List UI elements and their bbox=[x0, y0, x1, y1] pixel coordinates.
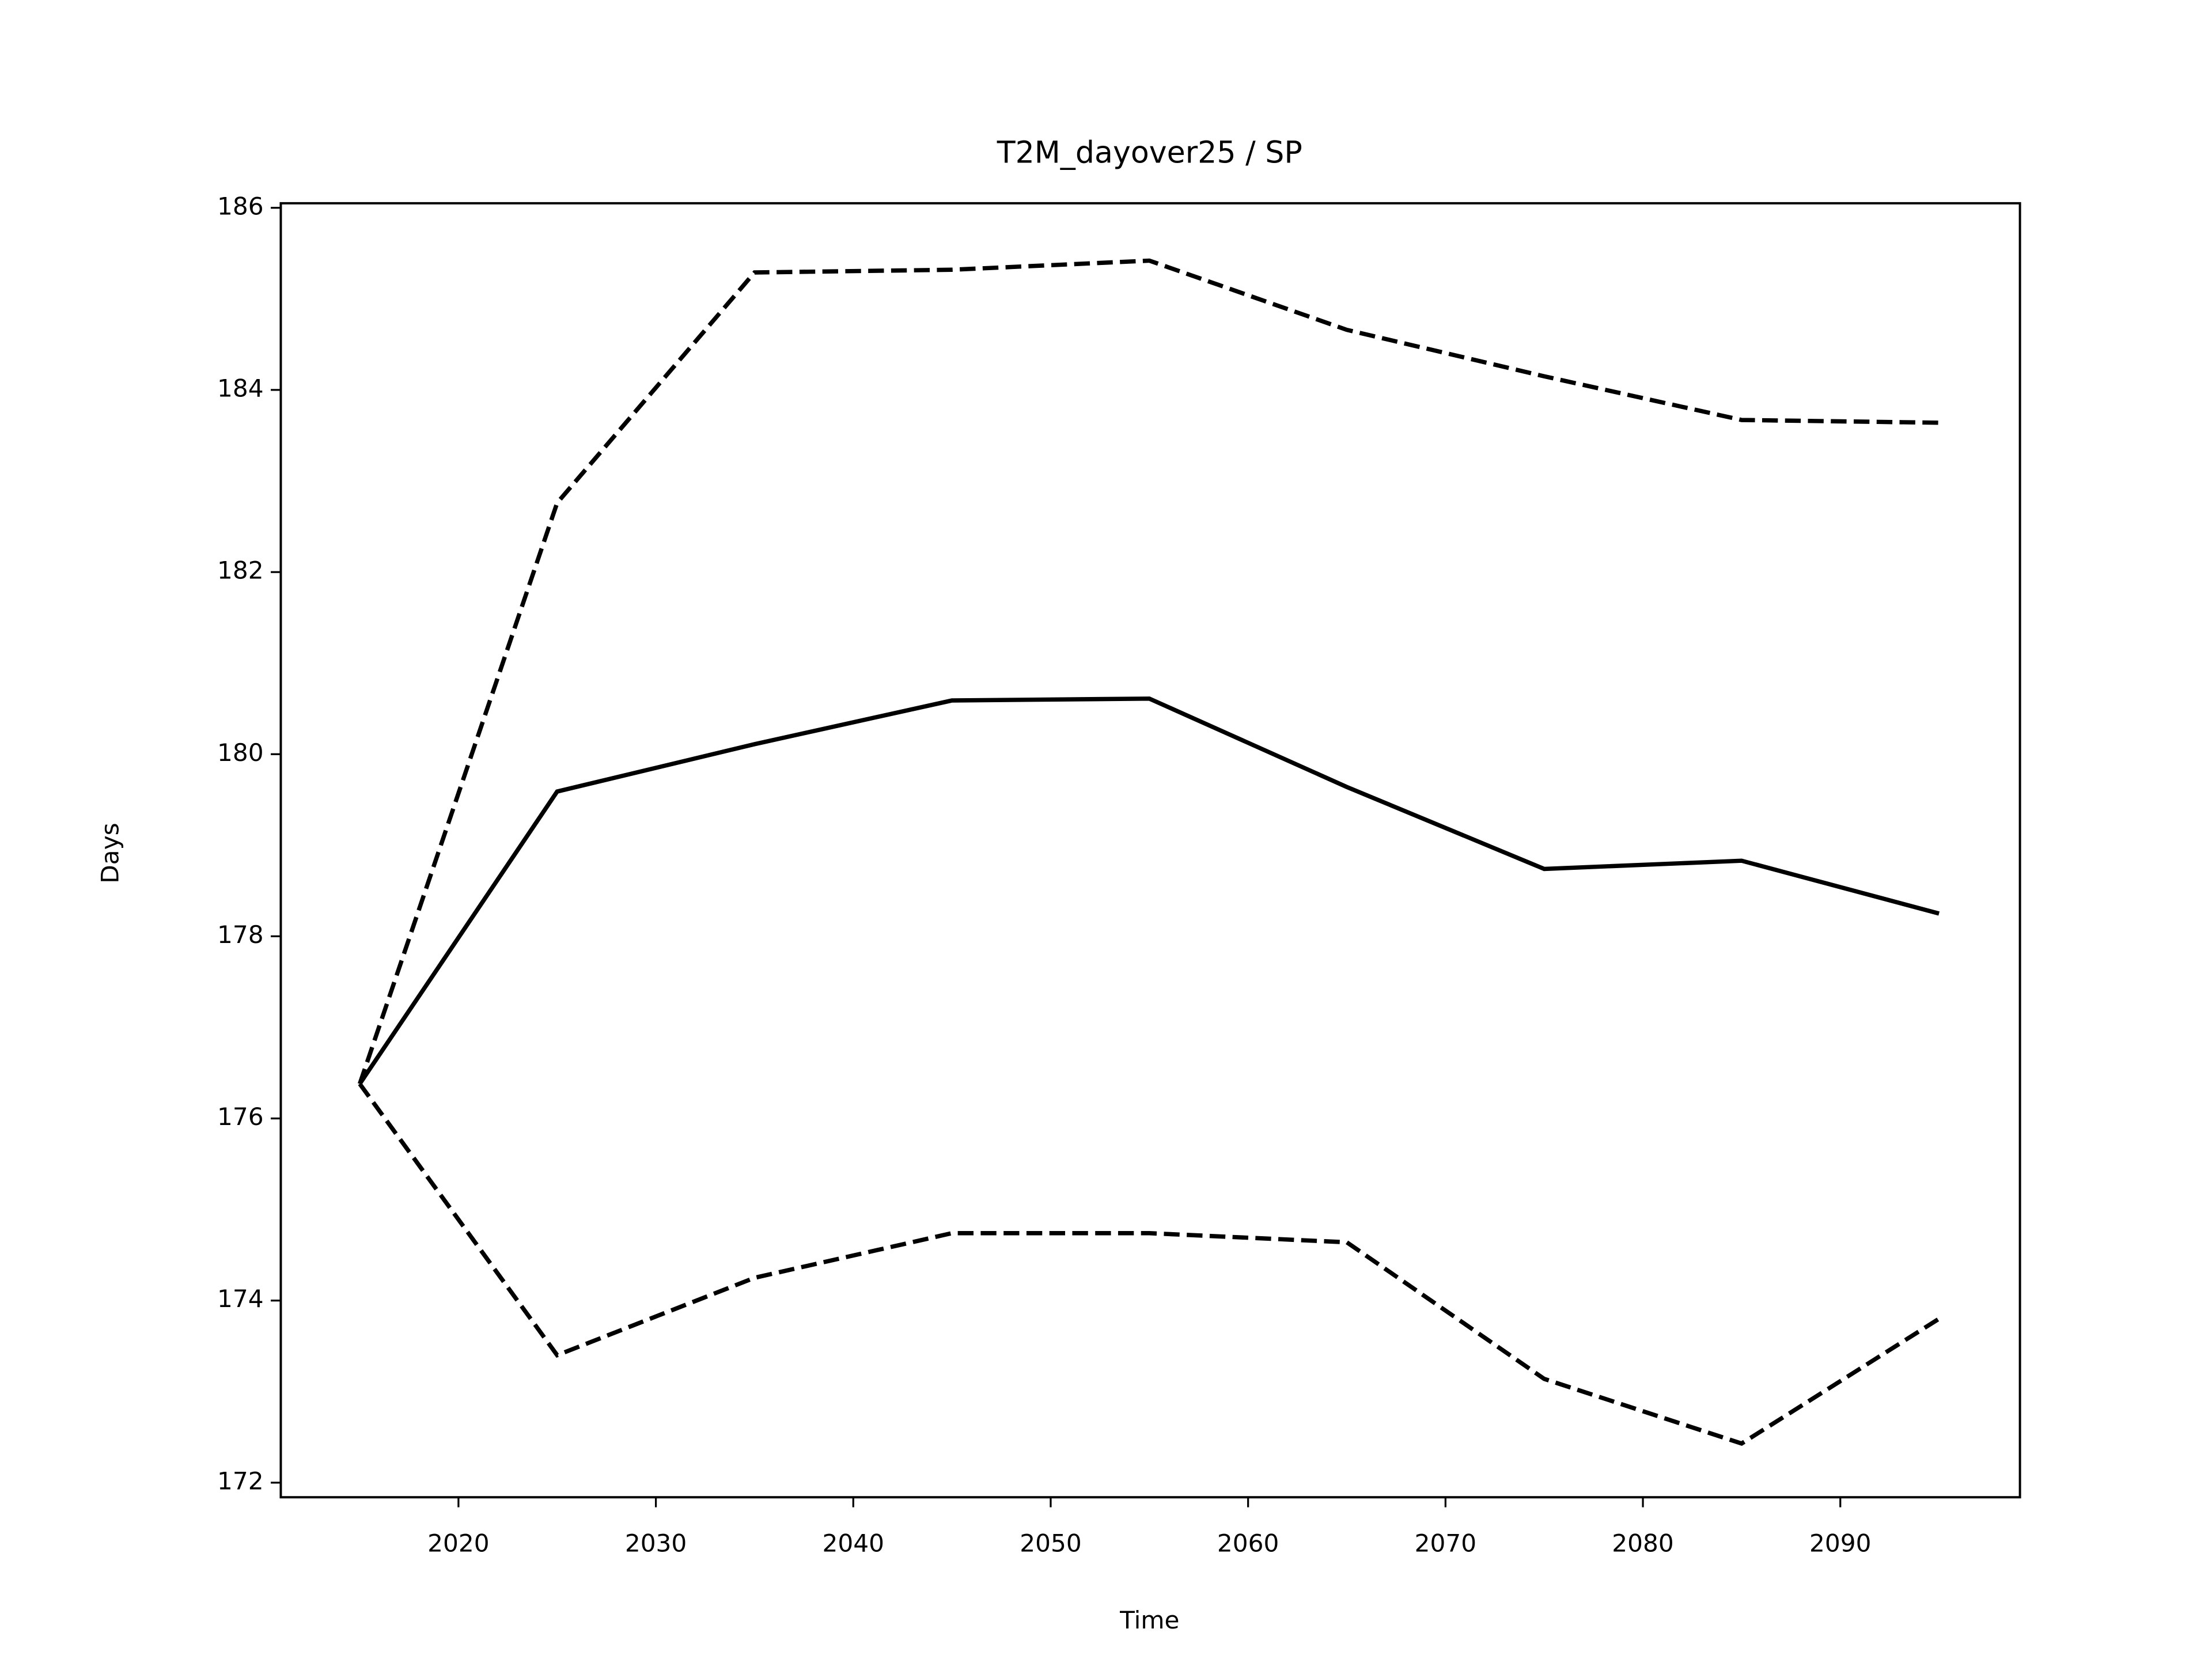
y-tick-label: 176 bbox=[217, 1103, 264, 1131]
y-tick-label: 180 bbox=[217, 738, 264, 767]
y-tick-label: 174 bbox=[217, 1285, 264, 1313]
x-tick-label: 2090 bbox=[1809, 1529, 1871, 1558]
x-tick-label: 2040 bbox=[823, 1529, 884, 1558]
data-line bbox=[358, 1082, 1941, 1446]
plot-frame bbox=[279, 202, 2021, 1499]
x-tick-label: 2070 bbox=[1415, 1529, 1476, 1558]
y-tick-label: 172 bbox=[217, 1467, 264, 1495]
x-tick-label: 2020 bbox=[427, 1529, 489, 1558]
y-tick-label: 182 bbox=[217, 556, 264, 585]
y-axis-label: Days bbox=[96, 823, 124, 883]
data-line bbox=[358, 258, 1940, 1085]
data-line bbox=[358, 696, 1940, 1085]
y-tick-label: 178 bbox=[217, 921, 264, 949]
x-tick-label: 2050 bbox=[1020, 1529, 1081, 1558]
chart-title: T2M_dayover25 / SP bbox=[997, 135, 1302, 170]
x-tick-label: 2030 bbox=[625, 1529, 687, 1558]
x-tick-label: 2080 bbox=[1612, 1529, 1673, 1558]
y-tick-label: 186 bbox=[217, 192, 264, 220]
y-tick-label: 184 bbox=[217, 374, 264, 402]
x-axis-label: Time bbox=[1119, 1606, 1179, 1634]
x-tick-label: 2060 bbox=[1217, 1529, 1279, 1558]
